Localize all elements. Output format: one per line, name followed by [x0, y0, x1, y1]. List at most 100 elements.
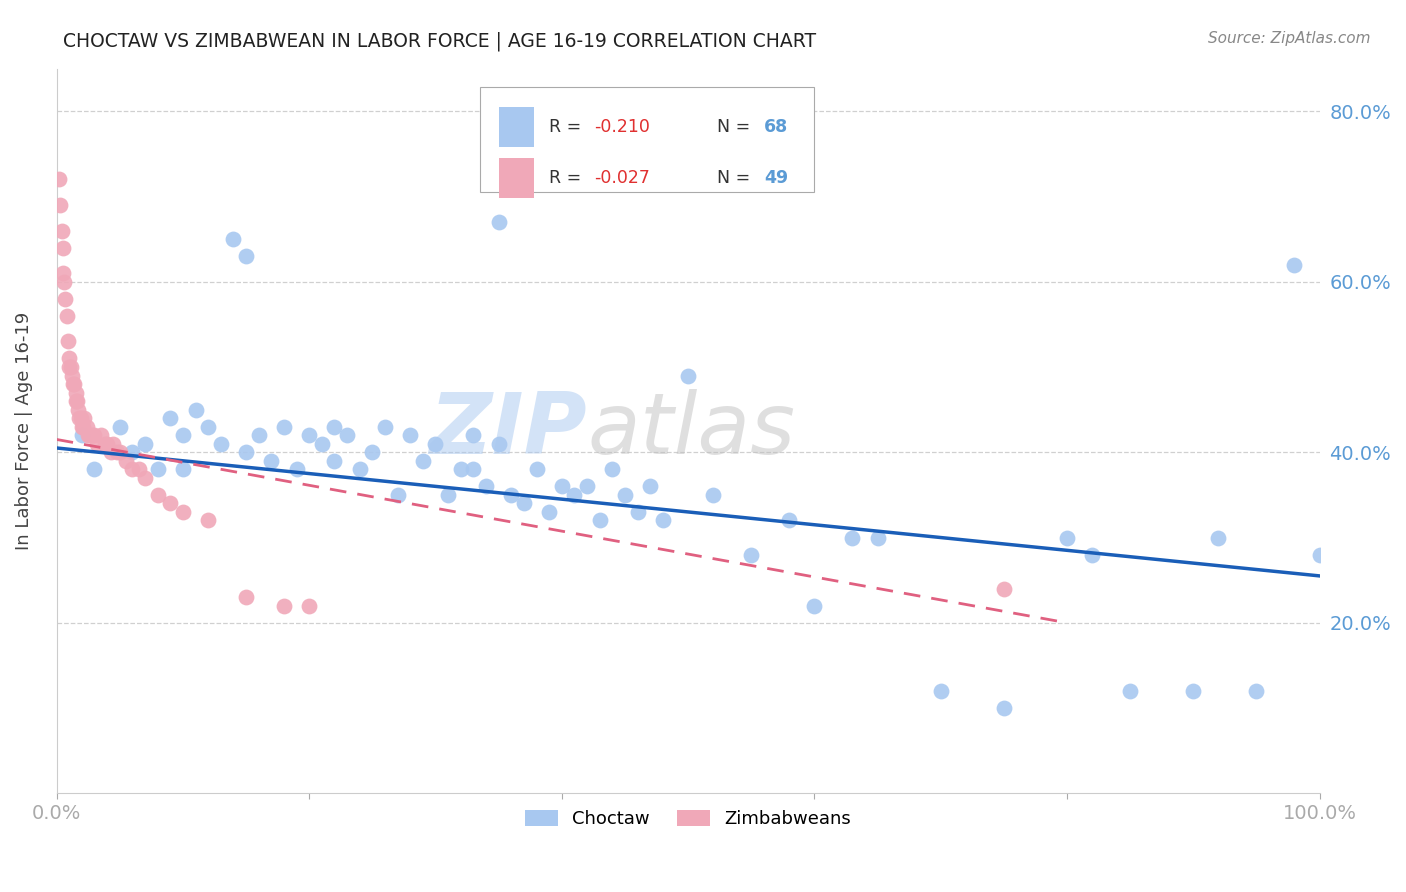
- Point: [83, 428, 105, 442]
- Point: [235, 249, 257, 263]
- Point: [184, 402, 207, 417]
- Point: [1119, 684, 1142, 698]
- Bar: [499, 107, 534, 147]
- Point: [51, 223, 73, 237]
- Point: [501, 488, 523, 502]
- Point: [172, 428, 194, 442]
- Point: [412, 454, 434, 468]
- Point: [336, 428, 359, 442]
- Point: [425, 436, 447, 450]
- Point: [70, 428, 93, 442]
- Point: [55, 309, 77, 323]
- Point: [121, 445, 143, 459]
- Point: [993, 582, 1015, 596]
- Point: [52, 266, 75, 280]
- Point: [222, 232, 245, 246]
- Point: [134, 436, 156, 450]
- Text: atlas: atlas: [588, 390, 794, 473]
- Point: [79, 428, 101, 442]
- Point: [437, 488, 460, 502]
- Point: [60, 368, 83, 383]
- Point: [929, 684, 952, 698]
- Point: [83, 462, 105, 476]
- Point: [778, 513, 800, 527]
- Point: [115, 454, 138, 468]
- Point: [65, 394, 87, 409]
- Point: [52, 241, 75, 255]
- Point: [69, 411, 91, 425]
- Point: [146, 462, 169, 476]
- Point: [67, 402, 90, 417]
- Point: [58, 359, 80, 374]
- Point: [803, 599, 825, 613]
- Point: [70, 419, 93, 434]
- Point: [96, 436, 118, 450]
- Point: [209, 436, 232, 450]
- Point: [488, 215, 510, 229]
- Point: [49, 198, 72, 212]
- Point: [450, 462, 472, 476]
- Text: -0.210: -0.210: [595, 118, 651, 136]
- Point: [1056, 531, 1078, 545]
- Point: [866, 531, 889, 545]
- Point: [48, 172, 70, 186]
- Point: [298, 428, 321, 442]
- Point: [323, 454, 346, 468]
- Point: [349, 462, 371, 476]
- Point: [108, 419, 131, 434]
- Point: [1182, 684, 1205, 698]
- Point: [564, 488, 586, 502]
- Point: [993, 701, 1015, 715]
- Point: [67, 411, 90, 425]
- Point: [90, 428, 112, 442]
- Point: [526, 462, 548, 476]
- Text: 49: 49: [763, 169, 787, 186]
- Point: [841, 531, 863, 545]
- Point: [285, 462, 308, 476]
- Point: [273, 419, 295, 434]
- Point: [108, 445, 131, 459]
- Point: [197, 513, 219, 527]
- Legend: Choctaw, Zimbabweans: Choctaw, Zimbabweans: [519, 802, 858, 835]
- Point: [235, 445, 257, 459]
- Bar: [499, 158, 534, 197]
- Point: [105, 445, 128, 459]
- Text: ZIP: ZIP: [429, 390, 588, 473]
- Point: [93, 436, 115, 450]
- Point: [260, 454, 283, 468]
- Point: [235, 591, 257, 605]
- Point: [55, 292, 77, 306]
- Point: [273, 599, 295, 613]
- Point: [589, 513, 612, 527]
- Point: [134, 471, 156, 485]
- Point: [86, 436, 108, 450]
- Point: [638, 479, 661, 493]
- Point: [676, 368, 699, 383]
- Point: [76, 419, 98, 434]
- Point: [58, 351, 80, 366]
- Point: [651, 513, 673, 527]
- Point: [323, 419, 346, 434]
- Point: [1308, 548, 1330, 562]
- Point: [159, 496, 181, 510]
- Point: [56, 334, 79, 349]
- Point: [53, 275, 76, 289]
- Point: [247, 428, 270, 442]
- Point: [121, 462, 143, 476]
- Point: [197, 419, 219, 434]
- Point: [600, 462, 623, 476]
- Point: [613, 488, 636, 502]
- Point: [128, 462, 150, 476]
- Point: [103, 436, 125, 450]
- Point: [463, 428, 485, 442]
- Point: [172, 505, 194, 519]
- Point: [488, 436, 510, 450]
- Point: [311, 436, 333, 450]
- Point: [702, 488, 724, 502]
- Text: 68: 68: [763, 118, 789, 136]
- Text: CHOCTAW VS ZIMBABWEAN IN LABOR FORCE | AGE 16-19 CORRELATION CHART: CHOCTAW VS ZIMBABWEAN IN LABOR FORCE | A…: [63, 31, 817, 51]
- Point: [1246, 684, 1268, 698]
- Point: [576, 479, 599, 493]
- Point: [146, 488, 169, 502]
- Point: [513, 496, 536, 510]
